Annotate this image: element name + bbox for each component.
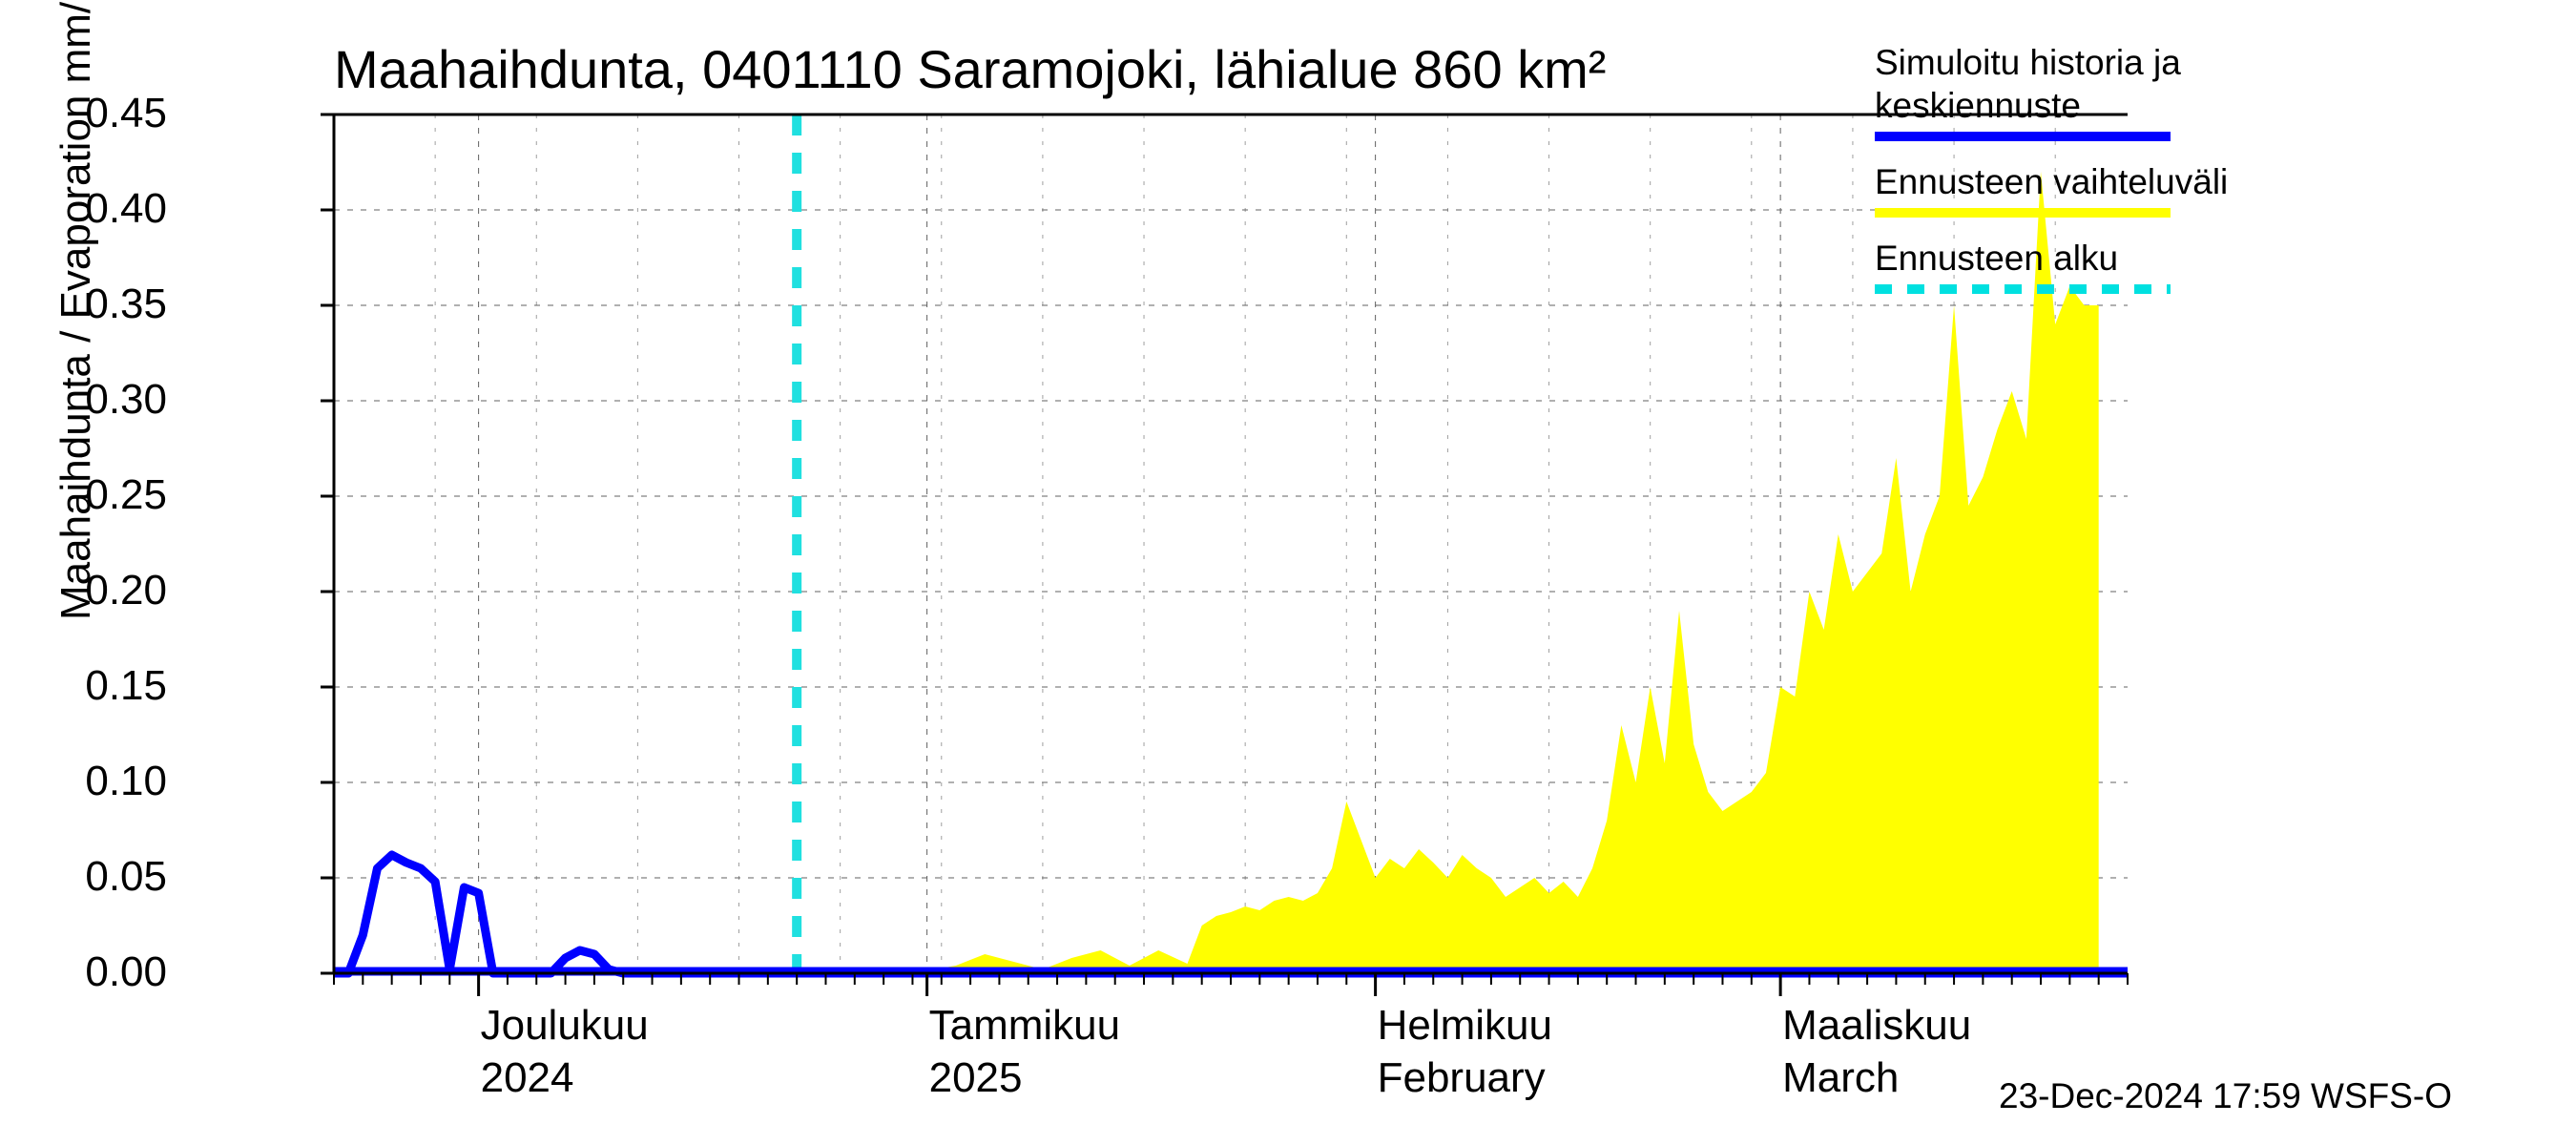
y-tick-label: 0.35 (72, 281, 167, 328)
y-tick-label: 0.25 (72, 471, 167, 519)
x-tick-sublabel: 2024 (481, 1054, 574, 1102)
chart-container: Maahaihdunta, 0401110 Saramojoki, lähial… (0, 0, 2576, 1145)
legend-range-swatch (1875, 208, 2171, 218)
x-tick-sublabel: February (1378, 1054, 1546, 1102)
x-tick-label: Helmikuu (1378, 1002, 1552, 1050)
legend-sim-line2: keskiennuste (1875, 86, 2081, 126)
x-tick-sublabel: 2025 (929, 1054, 1023, 1102)
x-tick-label: Maaliskuu (1782, 1002, 1971, 1050)
y-tick-label: 0.20 (72, 567, 167, 614)
legend-sim-swatch (1875, 132, 2171, 141)
y-tick-label: 0.45 (72, 90, 167, 137)
legend-sim-line1: Simuloitu historia ja (1875, 43, 2181, 83)
x-tick-label: Joulukuu (481, 1002, 649, 1050)
legend-range-line1: Ennusteen vaihteluväli (1875, 162, 2228, 202)
x-tick-sublabel: March (1782, 1054, 1899, 1102)
y-tick-label: 0.40 (72, 185, 167, 233)
y-tick-label: 0.30 (72, 376, 167, 424)
y-tick-label: 0.10 (72, 758, 167, 805)
legend-start-swatch (1875, 284, 2171, 294)
footer-timestamp: 23-Dec-2024 17:59 WSFS-O (1999, 1076, 2452, 1116)
y-tick-label: 0.05 (72, 853, 167, 901)
y-tick-label: 0.00 (72, 948, 167, 996)
legend-start-line1: Ennusteen alku (1875, 239, 2118, 279)
y-tick-label: 0.15 (72, 662, 167, 710)
x-tick-label: Tammikuu (929, 1002, 1121, 1050)
